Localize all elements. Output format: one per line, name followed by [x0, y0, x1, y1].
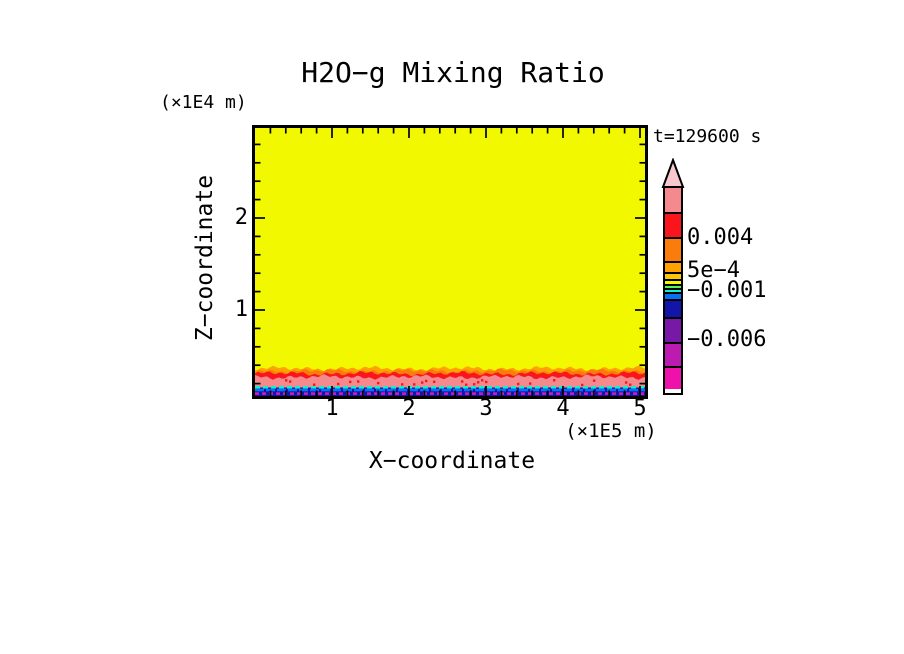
red-speck: [581, 383, 584, 387]
y-tick-label-2: 2: [234, 205, 248, 230]
red-speck: [401, 383, 404, 386]
red-speck: [313, 383, 316, 386]
chart-title: H2O−g Mixing Ratio: [301, 56, 605, 89]
colorbar-segment-red: [665, 212, 681, 237]
red-speck: [593, 379, 596, 382]
colorbar-overflow-arrow-icon: [661, 158, 685, 188]
red-speck: [629, 383, 632, 386]
colorbar-segment-orange: [665, 237, 681, 261]
red-speck: [625, 381, 628, 384]
x-axis-unit-label: (×1E5 m): [565, 420, 657, 442]
red-speck: [517, 382, 520, 386]
x-tick-label-3: 3: [479, 396, 493, 421]
colorbar-level-label: 5e−4: [687, 258, 740, 283]
plot-area: [252, 125, 648, 399]
x-tick-label-4: 4: [556, 396, 570, 421]
x-tick-label-5: 5: [633, 396, 647, 421]
colorbar-level-label: −0.006: [687, 327, 767, 352]
colorbar-level-label: 0.004: [687, 225, 754, 250]
red-speck: [477, 381, 480, 384]
red-speck: [337, 382, 340, 386]
red-speck: [473, 383, 476, 386]
red-speck: [553, 379, 556, 382]
colorbar-segment-purple: [665, 317, 681, 342]
red-speck: [485, 380, 488, 384]
red-speck: [377, 381, 380, 385]
red-speck: [529, 382, 532, 385]
red-speck: [465, 383, 468, 386]
red-speck: [289, 380, 292, 383]
colorbar-segment-cyan: [665, 288, 681, 292]
red-speck: [413, 383, 416, 386]
x-tick-label-2: 2: [402, 396, 416, 421]
red-speck: [461, 380, 464, 383]
red-speck: [285, 379, 288, 382]
red-speck: [349, 380, 352, 384]
red-speck: [421, 381, 424, 384]
colorbar-segment-gold: [665, 272, 681, 279]
navy-base-row: [255, 387, 645, 396]
colorbar-level-label: −0.001: [687, 278, 767, 303]
field-background: [255, 128, 645, 396]
red-speck: [425, 379, 428, 383]
colorbar-segment-amber: [665, 261, 681, 272]
colorbar-segment-green: [665, 284, 681, 288]
colorbar: [663, 186, 683, 395]
x-tick-label-1: 1: [325, 396, 339, 421]
colorbar-segment-salmon: [665, 188, 681, 212]
colorbar-segment-violet-magenta: [665, 342, 681, 366]
y-tick-label-1: 1: [234, 297, 248, 322]
colorbar-segment-yellow: [665, 279, 681, 284]
red-speck: [481, 379, 484, 382]
x-axis-title: X−coordinate: [368, 448, 536, 474]
colorbar-segment-navy: [665, 299, 681, 317]
y-axis-unit-label: (×1E4 m): [160, 92, 247, 113]
colorbar-segment-blue: [665, 292, 681, 299]
time-annotation: t=129600 s: [653, 126, 762, 147]
red-speck: [357, 380, 360, 383]
y-axis-title: Z−coordinate: [192, 174, 218, 342]
red-speck: [433, 380, 436, 383]
contour-field: [255, 128, 645, 396]
colorbar-segment-magenta: [665, 366, 681, 389]
